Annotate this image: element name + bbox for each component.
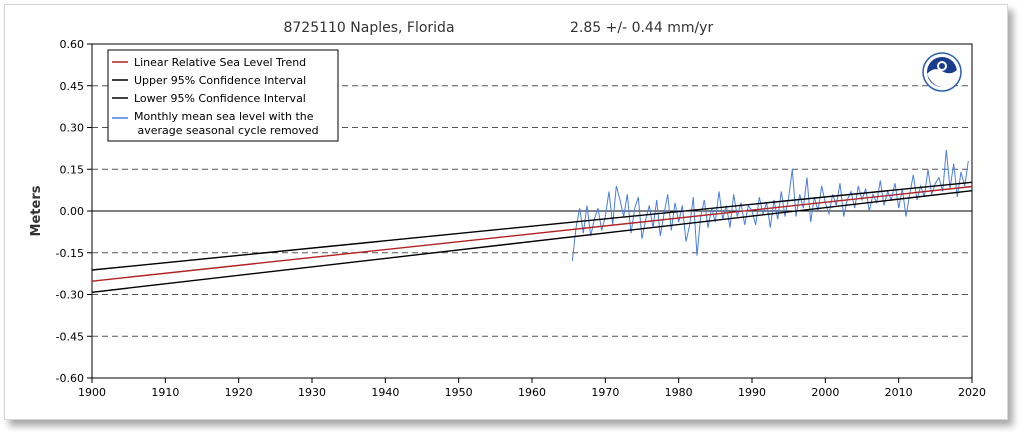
data-series (91, 149, 973, 293)
x-tick-label: 1960 (518, 386, 546, 399)
x-tick-label: 1910 (151, 386, 179, 399)
x-tick-label: 1950 (445, 386, 473, 399)
y-tick-label: 0.30 (60, 122, 85, 135)
x-tick-label: 1900 (78, 386, 106, 399)
y-tick-label: -0.15 (56, 247, 84, 260)
legend-label-monthly-line1: Monthly mean sea level with the (134, 110, 314, 123)
x-tick-label: 2020 (958, 386, 986, 399)
y-tick-label: -0.45 (56, 330, 84, 343)
legend-label-monthly-line2: average seasonal cycle removed (134, 124, 319, 137)
gridlines (92, 85, 972, 337)
legend-label-lower: Lower 95% Confidence Interval (134, 92, 306, 105)
y-tick-label: 0.15 (60, 163, 85, 176)
x-tick-label: 2000 (811, 386, 839, 399)
y-axis-label: Meters (29, 185, 44, 236)
y-tick-label: 0.00 (60, 205, 85, 218)
legend: Linear Relative Sea Level Trend Upper 95… (107, 49, 339, 142)
legend-label-upper: Upper 95% Confidence Interval (134, 74, 306, 87)
series-upper-ci (91, 181, 973, 271)
legend-label-trend: Linear Relative Sea Level Trend (134, 56, 306, 69)
x-tick-label: 2010 (885, 386, 913, 399)
y-tick-label: -0.60 (56, 372, 84, 385)
x-tick-label: 1940 (371, 386, 399, 399)
x-tick-label: 1970 (591, 386, 619, 399)
y-tick-label: 0.45 (60, 80, 85, 93)
y-tick-label: -0.30 (56, 289, 84, 302)
chart-title: 8725110 Naples, Florida (283, 20, 454, 36)
x-tick-label: 1980 (665, 386, 693, 399)
x-tick-label: 1920 (225, 386, 253, 399)
axis-ticks: 0.60 0.45 0.30 0.15 0.00 -0.15 -0.30 -0.45 -0.60… (56, 38, 986, 399)
noaa-logo (922, 52, 962, 92)
y-tick-label: 0.60 (60, 38, 85, 51)
series-trend-line (91, 185, 973, 282)
series-lower-ci (91, 189, 973, 293)
x-tick-label: 1990 (738, 386, 766, 399)
legend-box (107, 49, 339, 142)
trend-rate-text: 2.85 +/- 0.44 mm/yr (570, 20, 713, 36)
x-tick-label: 1930 (298, 386, 326, 399)
